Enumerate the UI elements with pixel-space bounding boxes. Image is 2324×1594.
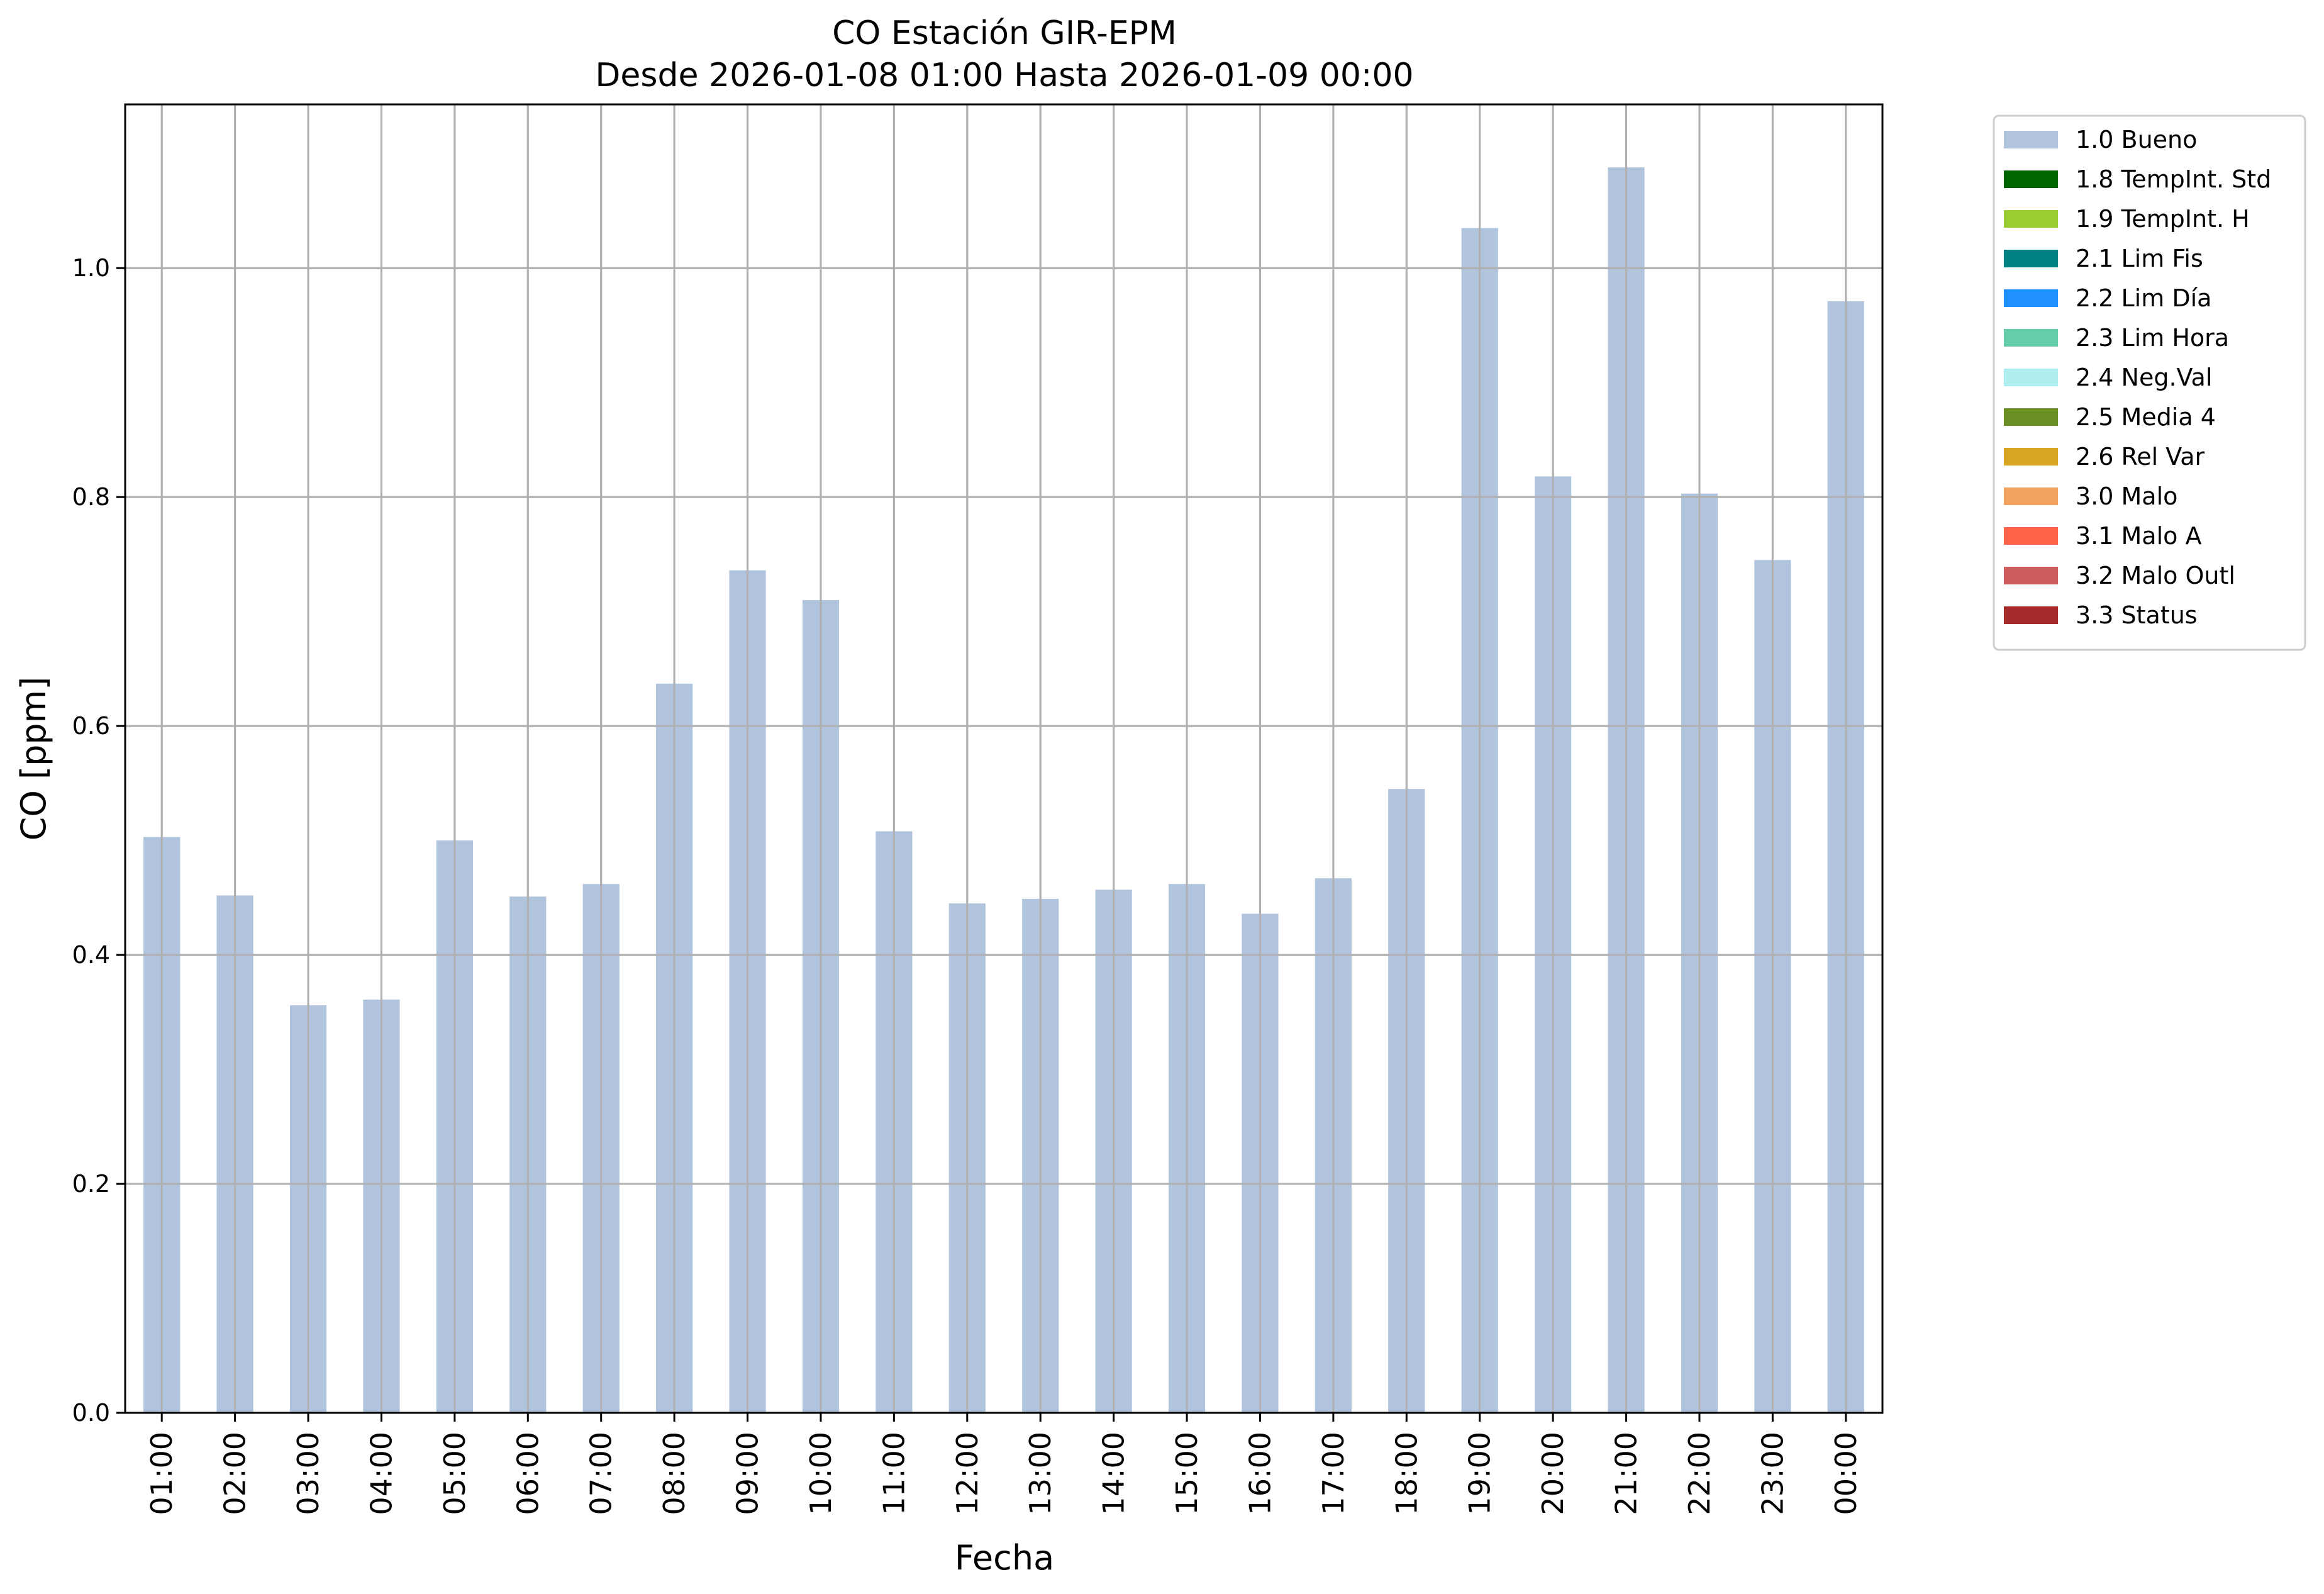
x-tick-label: 08:00 [657, 1432, 691, 1515]
legend-swatch [2004, 488, 2058, 505]
y-tick-label: 0.0 [72, 1399, 110, 1427]
legend: 1.0 Bueno 1.8 TempInt. Std 1.9 TempInt. H 2… [1993, 114, 2306, 651]
legend-swatch [2004, 448, 2058, 465]
x-tick-label: 16:00 [1243, 1432, 1277, 1515]
y-tick-label: 1.0 [72, 254, 110, 282]
legend-swatch [2004, 606, 2058, 624]
x-tick-label: 00:00 [1829, 1432, 1863, 1515]
legend-label: 2.1 Lim Fis [2076, 245, 2203, 272]
legend-label: 2.2 Lim Día [2076, 284, 2211, 312]
x-axis-ticks: 01:00 02:00 03:00 04:00 05:00 06:00 07:00 08:00… [145, 1413, 1863, 1515]
y-axis-label: CO [ppm] [14, 677, 53, 841]
x-tick-label: 22:00 [1682, 1432, 1716, 1515]
legend-swatch [2004, 131, 2058, 148]
y-tick-label: 0.4 [72, 941, 110, 969]
legend-swatch [2004, 170, 2058, 188]
x-tick-label: 20:00 [1536, 1432, 1570, 1515]
chart-title-line2: Desde 2026-01-08 01:00 Hasta 2026-01-09 … [595, 57, 1413, 94]
x-tick-label: 18:00 [1389, 1432, 1423, 1515]
x-tick-label: 05:00 [438, 1432, 472, 1515]
legend-label: 2.6 Rel Var [2076, 443, 2205, 471]
legend-label: 2.4 Neg.Val [2076, 364, 2212, 391]
x-tick-label: 19:00 [1463, 1432, 1497, 1515]
x-tick-label: 15:00 [1170, 1432, 1204, 1515]
x-tick-label: 11:00 [877, 1432, 911, 1515]
legend-swatch [2004, 289, 2058, 307]
legend-swatch [2004, 329, 2058, 347]
x-tick-label: 06:00 [511, 1432, 545, 1515]
legend-label: 3.3 Status [2076, 601, 2198, 629]
x-tick-label: 03:00 [291, 1432, 325, 1515]
y-tick-label: 0.6 [72, 712, 110, 740]
x-tick-label: 12:00 [950, 1432, 984, 1515]
x-tick-label: 04:00 [364, 1432, 398, 1515]
x-tick-label: 21:00 [1610, 1432, 1643, 1515]
x-tick-label: 09:00 [731, 1432, 765, 1515]
x-tick-label: 02:00 [218, 1432, 252, 1515]
legend-swatch [2004, 567, 2058, 584]
legend-label: 2.3 Lim Hora [2076, 324, 2229, 352]
legend-swatch [2004, 250, 2058, 267]
legend-label: 1.8 TempInt. Std [2076, 165, 2271, 193]
grid-lines-overlay [125, 104, 1882, 1414]
legend-box [1993, 114, 2306, 651]
legend-label: 1.9 TempInt. H [2076, 205, 2250, 233]
y-axis-ticks: 0.0 0.2 0.4 0.6 0.8 1.0 [72, 254, 125, 1427]
x-tick-label: 14:00 [1097, 1432, 1131, 1515]
x-tick-label: 23:00 [1755, 1432, 1789, 1515]
legend-label: 3.2 Malo Outl [2076, 562, 2235, 589]
x-tick-label: 07:00 [584, 1432, 618, 1515]
legend-label: 3.0 Malo [2076, 482, 2177, 510]
y-tick-label: 0.8 [72, 483, 110, 511]
legend-label: 3.1 Malo A [2076, 522, 2201, 550]
legend-swatch [2004, 210, 2058, 228]
y-tick-label: 0.2 [72, 1170, 110, 1198]
legend-swatch [2004, 527, 2058, 545]
chart-title-line1: CO Estación GIR-EPM [832, 14, 1177, 52]
plot-frame [124, 103, 1884, 1414]
x-axis-label: Fecha [955, 1538, 1054, 1578]
legend-label: 1.0 Bueno [2076, 126, 2197, 153]
legend-swatch [2004, 369, 2058, 386]
legend-swatch [2004, 408, 2058, 426]
legend-label: 2.5 Media 4 [2076, 403, 2216, 431]
x-tick-label: 01:00 [145, 1432, 179, 1515]
x-tick-label: 17:00 [1316, 1432, 1350, 1515]
x-tick-label: 13:00 [1023, 1432, 1057, 1515]
x-tick-label: 10:00 [804, 1432, 838, 1515]
bars [143, 167, 1864, 1413]
